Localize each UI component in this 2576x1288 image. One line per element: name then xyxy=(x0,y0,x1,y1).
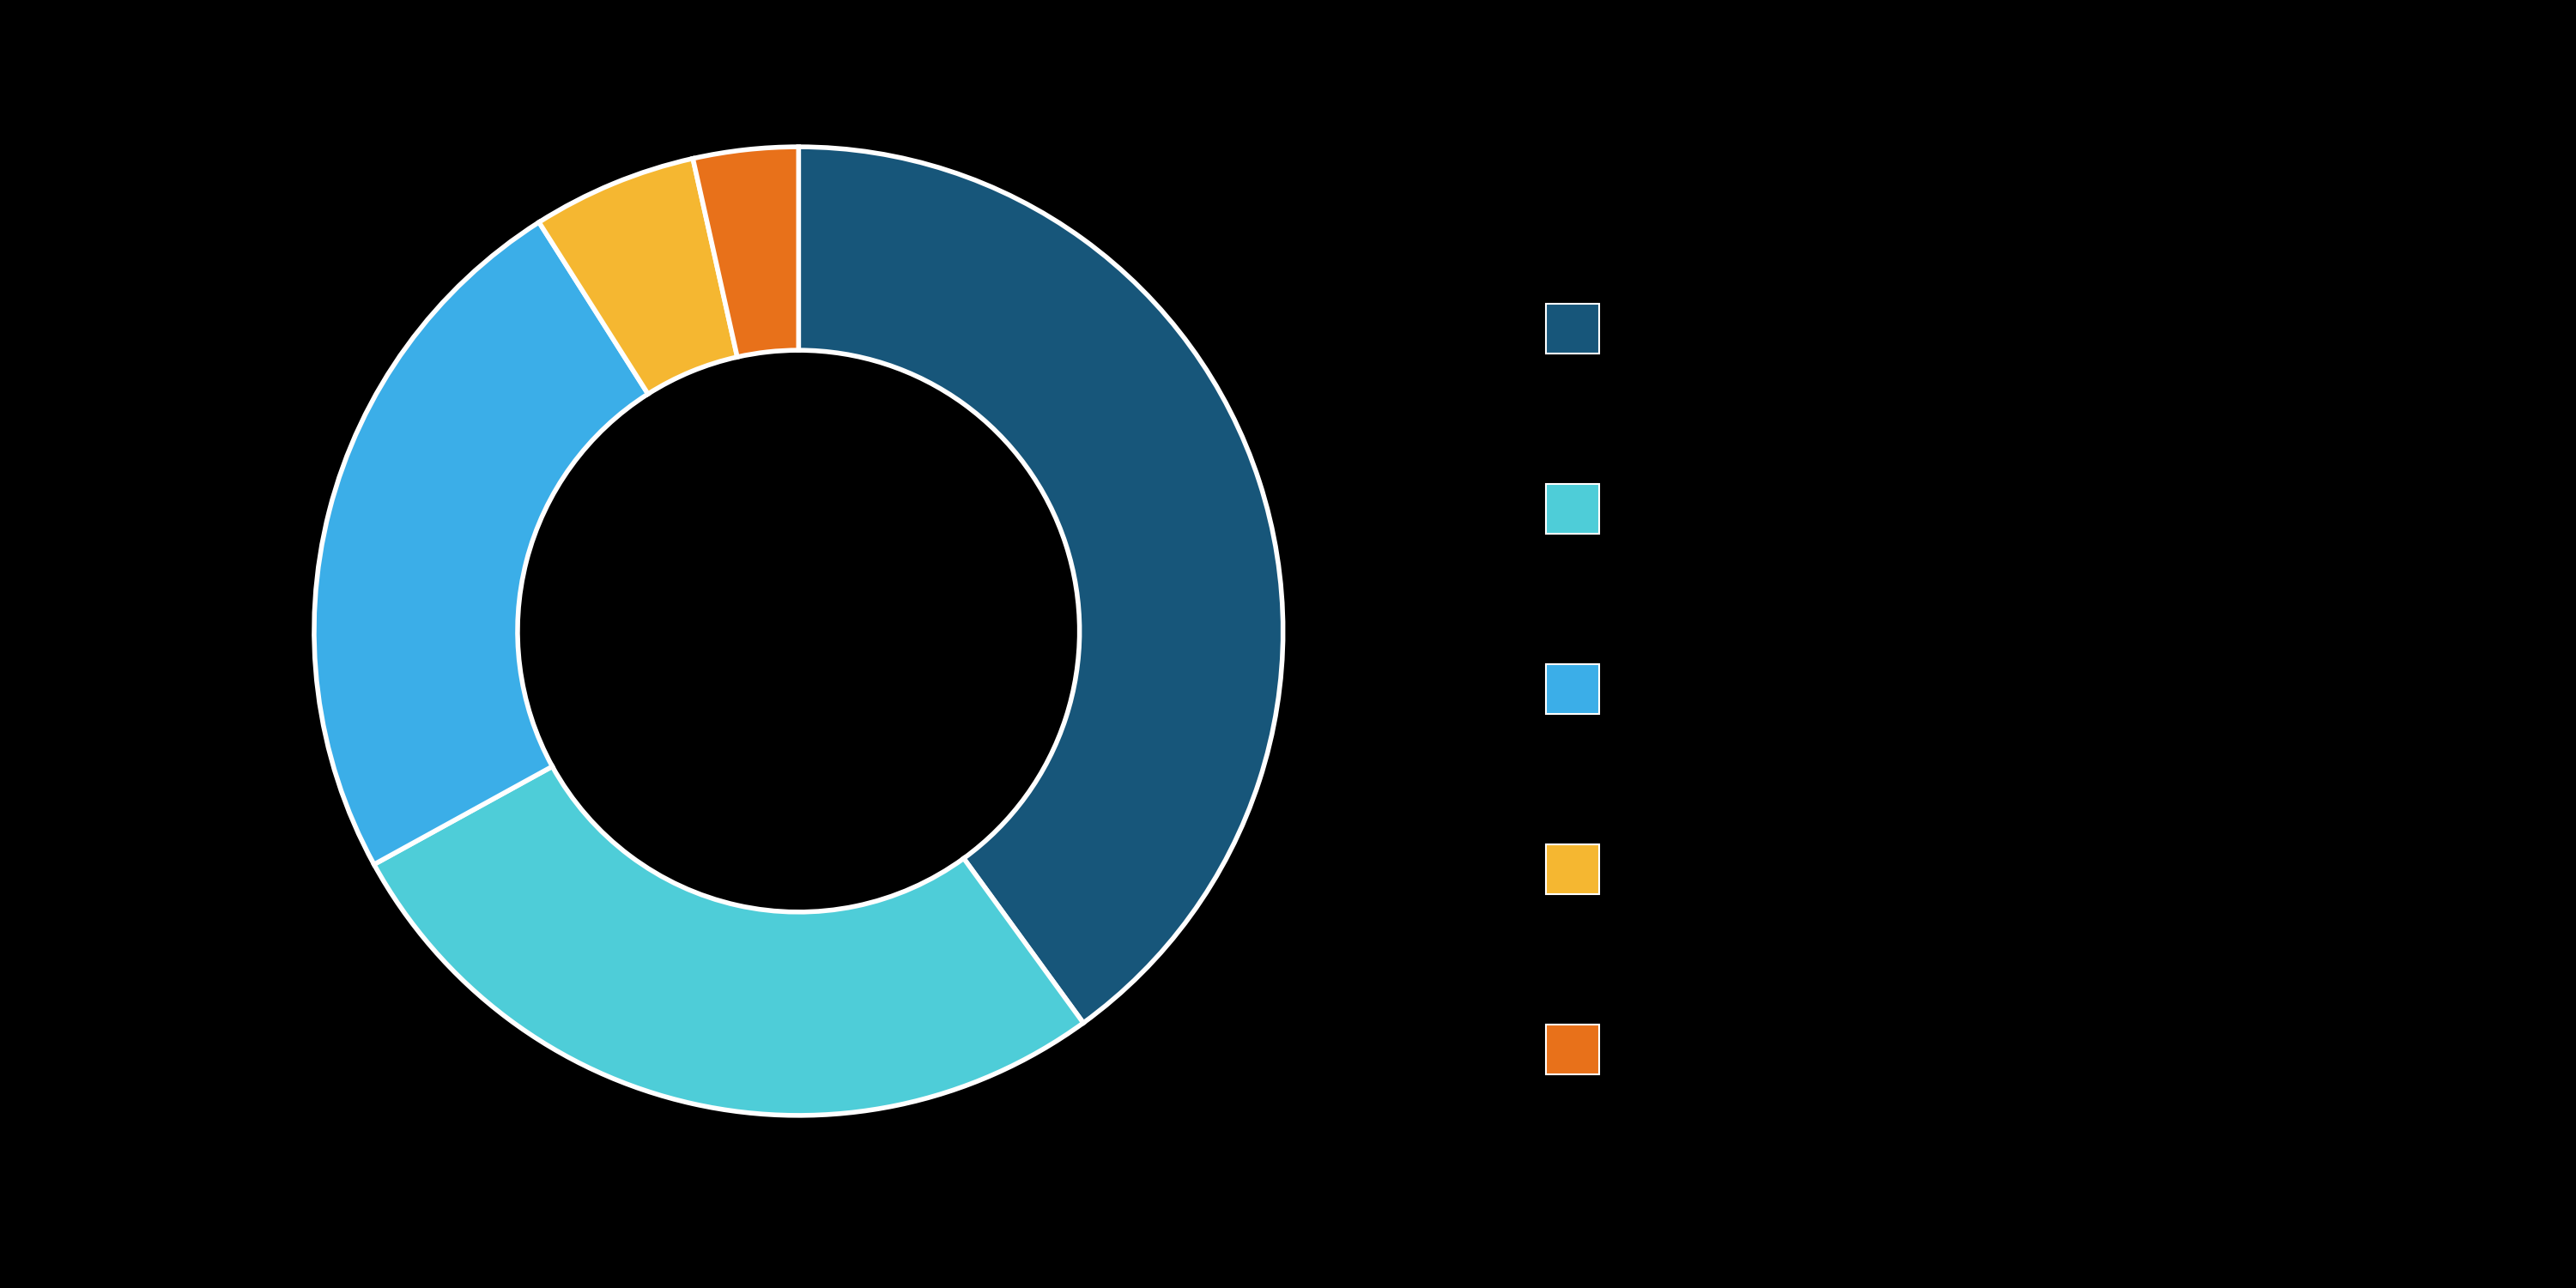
Wedge shape xyxy=(799,147,1283,1023)
Wedge shape xyxy=(538,158,737,394)
FancyBboxPatch shape xyxy=(1546,1025,1600,1074)
Wedge shape xyxy=(374,766,1084,1115)
FancyBboxPatch shape xyxy=(1546,665,1600,714)
FancyBboxPatch shape xyxy=(1546,304,1600,353)
Wedge shape xyxy=(314,223,649,864)
FancyBboxPatch shape xyxy=(1546,845,1600,894)
Wedge shape xyxy=(693,147,799,357)
FancyBboxPatch shape xyxy=(1546,484,1600,533)
